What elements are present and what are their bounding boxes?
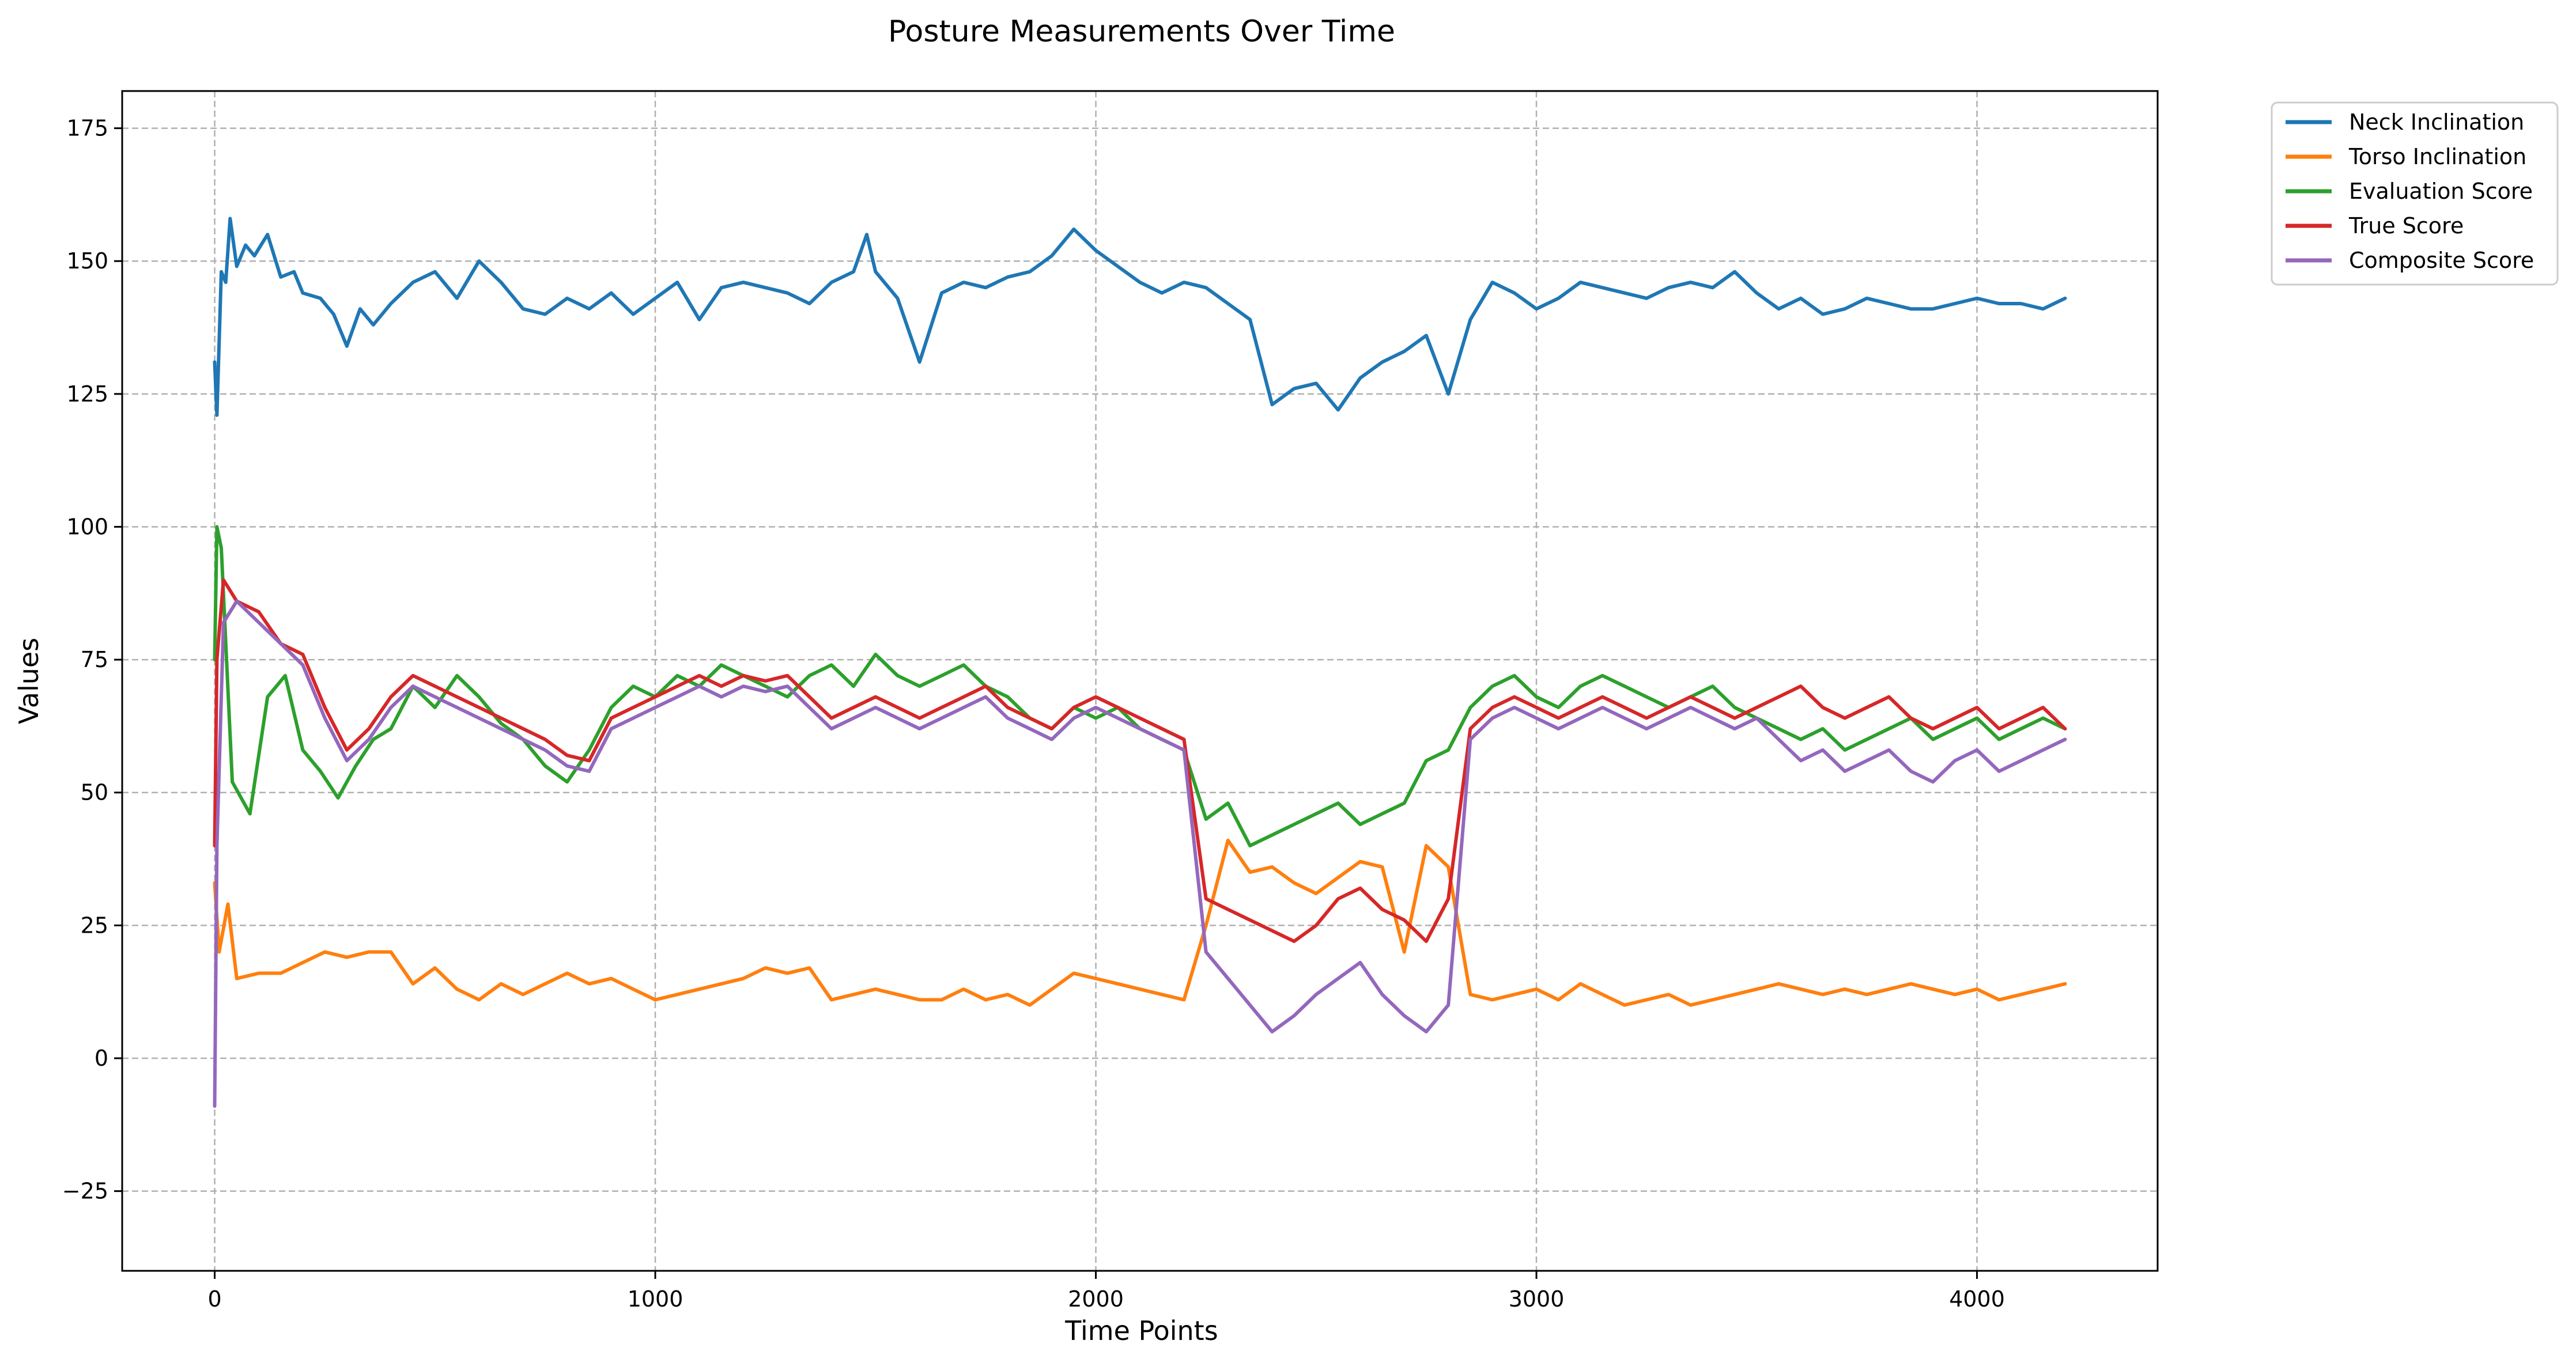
legend-label: Torso Inclination bbox=[2348, 144, 2526, 169]
legend-label: Composite Score bbox=[2349, 248, 2534, 273]
series-line-1 bbox=[213, 217, 2067, 417]
x-tick-label: 4000 bbox=[1949, 1286, 2005, 1312]
legend-label: Neck Inclination bbox=[2349, 109, 2524, 135]
y-tick-label: 25 bbox=[81, 913, 108, 938]
axes: 0 1000 2000 3000 4000 −25 0 25 50 75 100 125 150 175 bbox=[62, 116, 2005, 1312]
series-line-4 bbox=[213, 578, 2067, 943]
y-tick-label: −25 bbox=[62, 1179, 108, 1204]
x-tick-label: 1000 bbox=[628, 1286, 683, 1312]
legend-label: Evaluation Score bbox=[2349, 179, 2533, 204]
series-line-3 bbox=[213, 525, 2067, 847]
x-tick-label: 0 bbox=[207, 1286, 221, 1312]
plot-area bbox=[213, 217, 2067, 1108]
y-tick-label: 150 bbox=[66, 248, 108, 274]
legend-label: True Score bbox=[2348, 213, 2464, 238]
x-tick-label: 3000 bbox=[1509, 1286, 1565, 1312]
chart-title: Posture Measurements Over Time bbox=[888, 14, 1395, 49]
x-tick-label: 2000 bbox=[1068, 1286, 1124, 1312]
x-axis-label: Time Points bbox=[1064, 1315, 1218, 1346]
y-tick-label: 125 bbox=[66, 381, 108, 407]
grid bbox=[122, 91, 2158, 1271]
legend-box bbox=[2271, 101, 2559, 286]
y-tick-label: 50 bbox=[81, 780, 108, 805]
series-line-5 bbox=[213, 599, 2067, 1108]
legend: Neck Inclination Torso Inclination Evaluat… bbox=[2271, 101, 2559, 286]
plot-frame bbox=[121, 90, 2159, 1272]
y-tick-label: 175 bbox=[66, 116, 108, 141]
y-tick-label: 75 bbox=[81, 647, 108, 672]
y-tick-label: 0 bbox=[95, 1046, 108, 1071]
y-axis-label: Values bbox=[13, 638, 44, 724]
series-line-2 bbox=[213, 838, 2067, 1007]
y-tick-label: 100 bbox=[66, 514, 108, 539]
